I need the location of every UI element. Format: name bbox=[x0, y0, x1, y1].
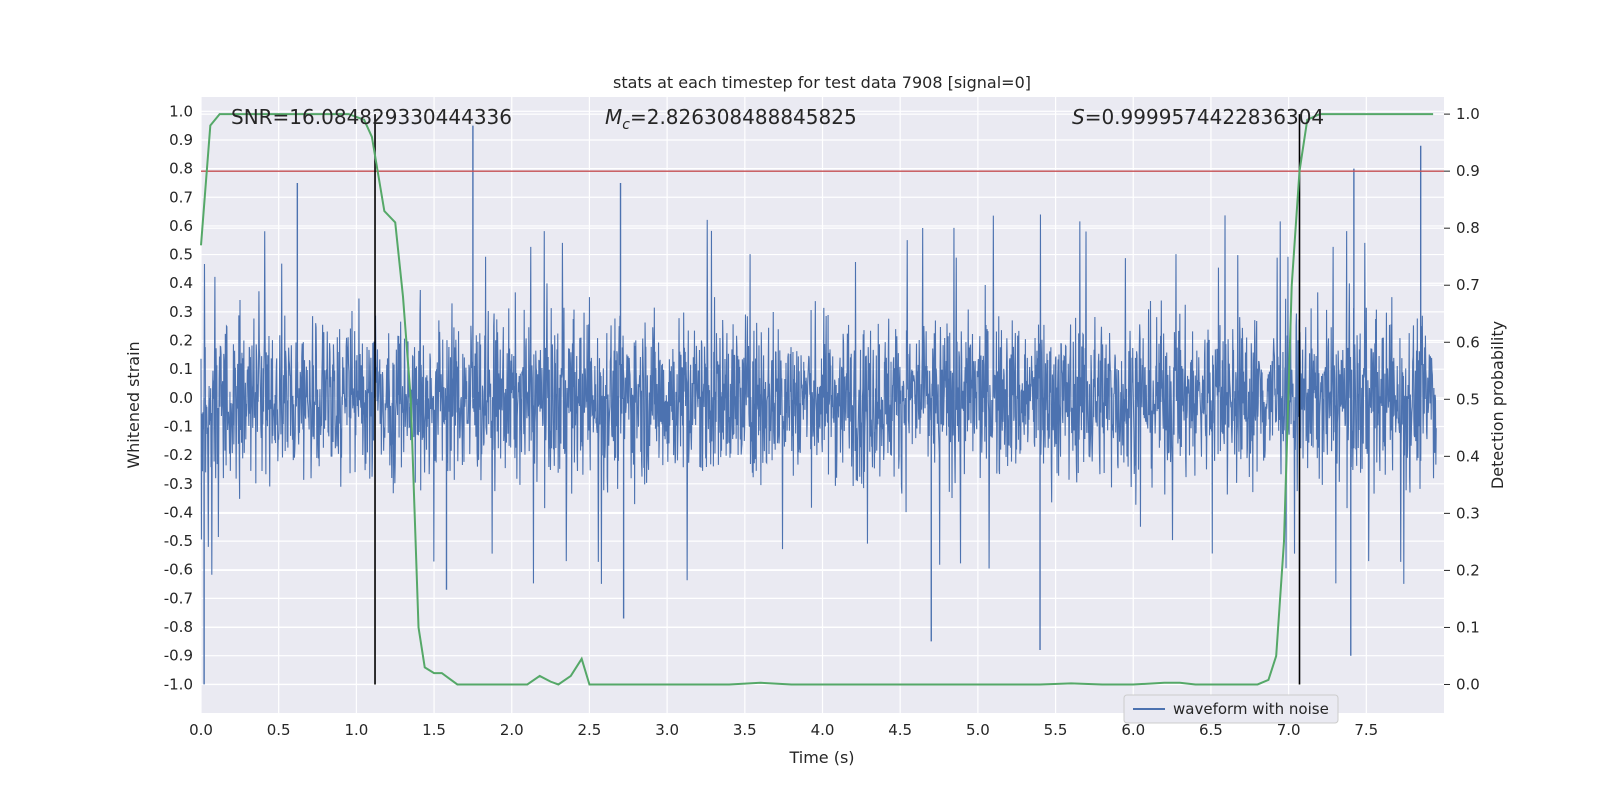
x-tick-label: 2.0 bbox=[500, 721, 524, 739]
y-tick-label: 0.6 bbox=[169, 217, 193, 235]
y2-tick-label: 0.4 bbox=[1456, 447, 1480, 465]
y2-tick-label: 0.8 bbox=[1456, 219, 1480, 237]
chirp-mass-value: =2.826308488845825 bbox=[630, 105, 857, 129]
x-tick-label: 7.0 bbox=[1277, 721, 1301, 739]
score-symbol: S bbox=[1072, 105, 1085, 129]
chirp-mass-symbol: M bbox=[605, 105, 622, 129]
legend-entry-waveform: waveform with noise bbox=[1173, 700, 1329, 718]
y-tick-label: 0.9 bbox=[169, 131, 193, 149]
y2-tick-label: 0.2 bbox=[1456, 561, 1480, 579]
y-tick-label: 0.2 bbox=[169, 332, 193, 350]
x-tick-label: 7.5 bbox=[1354, 721, 1378, 739]
x-tick-label: 4.5 bbox=[888, 721, 912, 739]
snr-annotation: SNR=16.084829330444336 bbox=[231, 105, 512, 129]
y-tick-label: -0.6 bbox=[164, 561, 193, 579]
y2-tick-label: 0.1 bbox=[1456, 618, 1480, 636]
y-tick-label: -0.7 bbox=[164, 589, 193, 607]
chirp-mass-subscript: c bbox=[622, 117, 630, 133]
y2-tick-label: 0.3 bbox=[1456, 504, 1480, 522]
score-value: =0.9999574422836304 bbox=[1085, 105, 1324, 129]
y2-tick-label: 0.6 bbox=[1456, 333, 1480, 351]
y2-tick-label: 0.5 bbox=[1456, 390, 1480, 408]
y2-axis-label: Detection probability bbox=[1488, 321, 1507, 489]
y2-tick-label: 0.7 bbox=[1456, 276, 1480, 294]
y-tick-label: 1.0 bbox=[169, 102, 193, 120]
x-axis-label: Time (s) bbox=[788, 748, 854, 767]
score-annotation: S=0.9999574422836304 bbox=[1072, 105, 1324, 129]
y-tick-label: 0.7 bbox=[169, 188, 193, 206]
y-tick-label: -0.2 bbox=[164, 446, 193, 464]
y-tick-label: -0.9 bbox=[164, 647, 193, 665]
y-tick-label: 0.0 bbox=[169, 389, 193, 407]
y2-tick-label: 0.0 bbox=[1456, 675, 1480, 693]
chirp-mass-annotation: Mc=2.826308488845825 bbox=[605, 105, 857, 133]
x-tick-label: 1.0 bbox=[344, 721, 368, 739]
y-tick-label: 0.4 bbox=[169, 274, 193, 292]
x-tick-label: 5.5 bbox=[1044, 721, 1068, 739]
overlay-lines bbox=[201, 114, 1444, 685]
chart-title: stats at each timestep for test data 790… bbox=[613, 73, 1031, 92]
y-tick-label: 0.5 bbox=[169, 246, 193, 264]
axes: 0.0 0.5 1.0 1.5 2.0 2.5 3.0 3.5 4.0 4.5 5.0 5.5 6.0 6… bbox=[164, 102, 1480, 739]
y-tick-label: 0.3 bbox=[169, 303, 193, 321]
x-tick-label: 2.5 bbox=[578, 721, 602, 739]
y-tick-label: -1.0 bbox=[164, 675, 193, 693]
x-tick-label: 6.0 bbox=[1121, 721, 1145, 739]
y-tick-label: 0.8 bbox=[169, 160, 193, 178]
waveform-series bbox=[200, 125, 1437, 685]
y-tick-label: 0.1 bbox=[169, 360, 193, 378]
x-tick-label: 1.5 bbox=[422, 721, 446, 739]
y-tick-label: -0.5 bbox=[164, 532, 193, 550]
x-tick-label: 4.0 bbox=[811, 721, 835, 739]
y-tick-label: -0.3 bbox=[164, 475, 193, 493]
x-tick-label: 0.5 bbox=[267, 721, 291, 739]
y-tick-label: -0.1 bbox=[164, 417, 193, 435]
y-tick-label: -0.4 bbox=[164, 503, 193, 521]
waveform-line bbox=[200, 214, 1437, 584]
x-tick-label: 3.0 bbox=[655, 721, 679, 739]
y-tick-label: -0.8 bbox=[164, 618, 193, 636]
y2-tick-label: 0.9 bbox=[1456, 162, 1480, 180]
legend-box bbox=[1123, 694, 1339, 724]
x-tick-label: 0.0 bbox=[189, 721, 213, 739]
x-tick-label: 3.5 bbox=[733, 721, 757, 739]
y-axis-label: Whitened strain bbox=[124, 341, 143, 468]
y2-tick-label: 1.0 bbox=[1456, 105, 1480, 123]
x-tick-label: 5.0 bbox=[966, 721, 990, 739]
detection-probability-series bbox=[200, 113, 1434, 686]
x-tick-label: 6.5 bbox=[1199, 721, 1223, 739]
legend: waveform with noise bbox=[1123, 694, 1339, 724]
